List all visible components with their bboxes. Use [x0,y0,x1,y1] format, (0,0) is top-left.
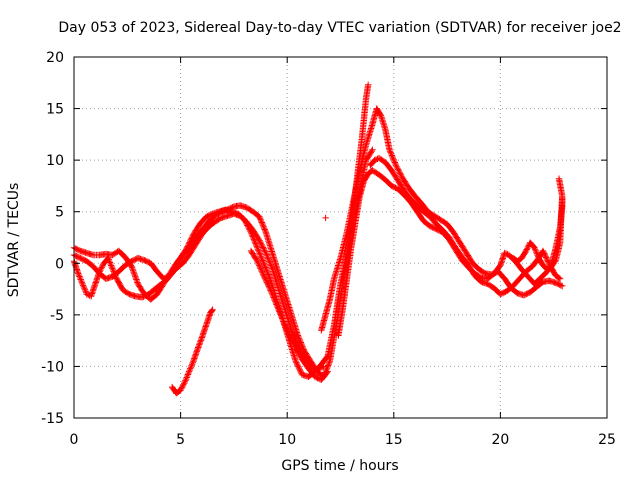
y-tick-label: -5 [50,308,64,324]
grid-layer [74,57,607,418]
y-tick-label: -15 [41,411,64,427]
tick-labels-layer: 0 5 10 15 20 25 -15 -10 -5 0 5 10 15 20 [41,50,616,448]
x-tick-label: 15 [385,432,403,448]
data-point-markers [318,105,566,334]
data-point-markers [168,306,216,397]
data-point-markers [247,247,331,383]
x-axis-label: GPS time / hours [281,458,398,474]
chart-title: Day 053 of 2023, Sidereal Day-to-day VTE… [58,20,621,36]
series-trace-i [510,175,566,273]
data-point-markers [367,154,564,298]
data-point-markers [322,214,329,222]
x-tick-label: 25 [598,432,616,448]
series-trace-h [367,154,564,298]
series-trace-e [247,247,331,383]
y-tick-label: 15 [46,102,64,118]
x-tick-label: 20 [491,432,509,448]
x-tick-label: 0 [70,432,79,448]
series-isolated [322,214,329,222]
ticks-layer [73,56,608,419]
y-tick-label: -10 [41,359,64,375]
plot-frame [73,56,608,419]
y-tick-label: 20 [46,50,64,66]
y-axis-label: SDTVAR / TECUs [6,183,22,298]
y-tick-label: 10 [46,153,64,169]
y-tick-label: 0 [55,256,64,272]
series-trace-d [168,306,216,397]
x-tick-label: 10 [278,432,296,448]
data-point-markers [510,175,566,273]
series-trace-f [318,105,566,334]
y-tick-label: 5 [55,205,64,221]
x-tick-label: 5 [176,432,185,448]
